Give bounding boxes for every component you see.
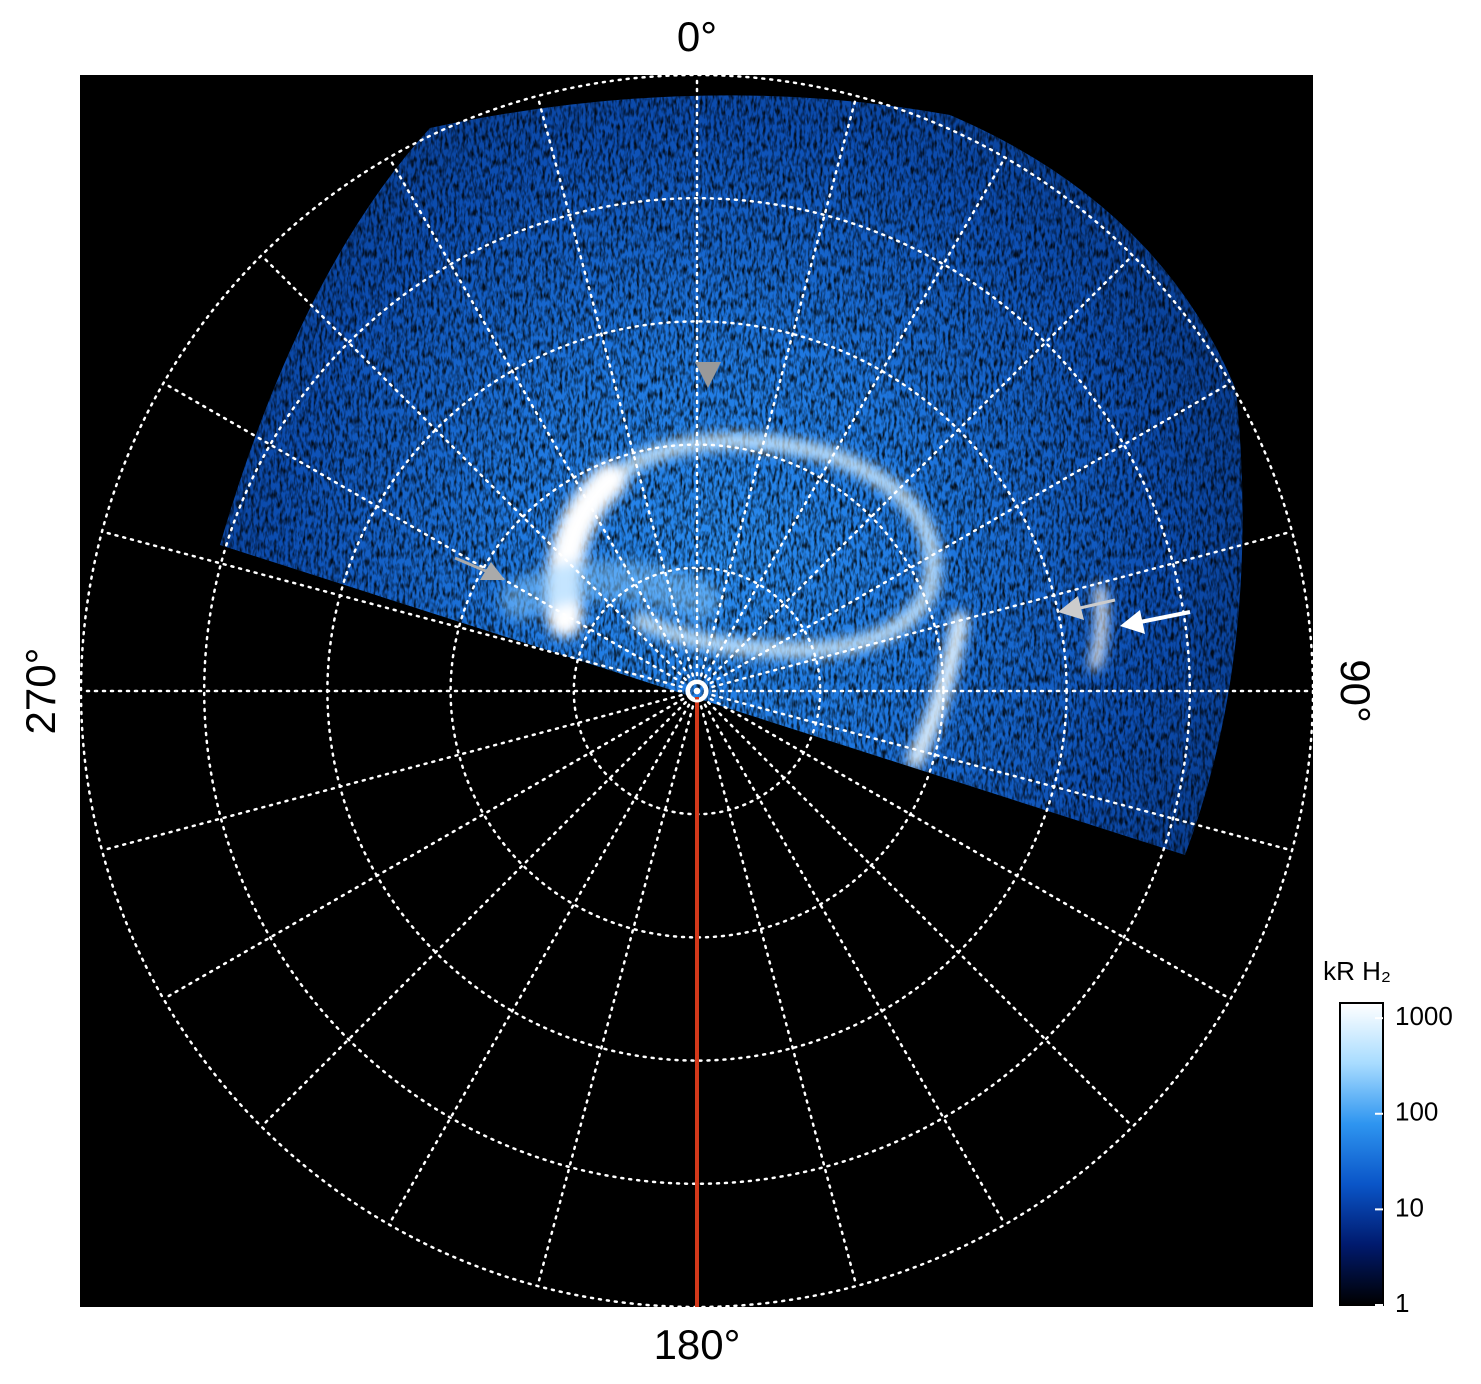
meridian	[162, 381, 699, 693]
meridian	[695, 689, 1134, 1128]
meridian	[100, 530, 699, 693]
meridian	[536, 689, 699, 1288]
colorbar-tick-label: 10	[1395, 1192, 1424, 1222]
latitude-circle	[80, 75, 1313, 1307]
meridian	[695, 689, 1232, 1001]
meridian	[100, 689, 699, 852]
meridian	[695, 689, 858, 1288]
meridian	[695, 254, 1134, 693]
colorbar-fill	[1339, 1002, 1384, 1306]
angle-label: 0°	[677, 13, 717, 60]
latitude-circle	[202, 196, 1192, 1186]
meridian	[162, 689, 699, 1001]
meridian	[387, 156, 699, 693]
meridian	[260, 254, 699, 693]
meridian	[695, 156, 1007, 693]
meridian	[695, 530, 1294, 693]
angle-label: 270°	[17, 648, 64, 735]
angle-label: 90°	[1332, 659, 1379, 723]
meridian	[260, 689, 699, 1128]
meridian	[695, 689, 1294, 852]
meridian	[536, 94, 699, 693]
colorbar-tick-label: 1000	[1395, 1001, 1453, 1031]
colorbar: 1 10 100 1000	[1339, 1001, 1453, 1318]
colorbar-title: kR H₂	[1323, 956, 1391, 986]
colorbar-tick-label: 1	[1395, 1288, 1409, 1318]
meridian	[387, 689, 699, 1226]
projection	[80, 75, 1313, 1307]
arrows	[454, 362, 1191, 634]
meridian	[695, 94, 858, 693]
colorbar-tick-label: 100	[1395, 1097, 1438, 1127]
pole-marker	[685, 679, 709, 703]
meridian	[695, 381, 1232, 693]
meridian	[695, 689, 1007, 1226]
angle-label: 180°	[654, 1321, 741, 1368]
